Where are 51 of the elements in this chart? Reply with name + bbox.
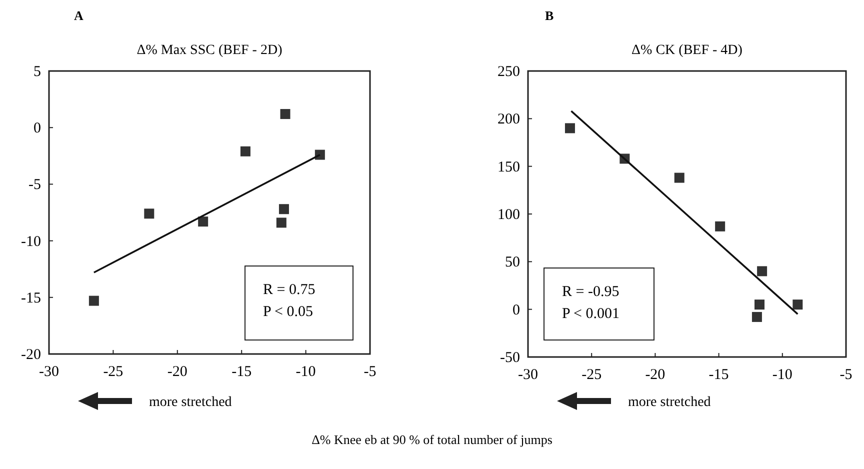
point <box>280 109 290 120</box>
annotation: P < 0.05 <box>263 304 313 320</box>
point <box>240 146 250 156</box>
y-tick-label: -50 <box>500 350 520 366</box>
y-tick-label: -5 <box>28 177 41 194</box>
point <box>314 150 325 160</box>
point <box>88 296 99 306</box>
point <box>276 218 286 228</box>
x-tick-label: -15 <box>708 367 729 383</box>
annotation: P < 0.001 <box>562 306 620 322</box>
y-tick-label: 200 <box>498 112 520 128</box>
text: more stretched <box>149 395 232 410</box>
point <box>754 300 765 310</box>
point <box>278 204 289 214</box>
annotation: R = 0.75 <box>263 282 316 298</box>
text: A <box>74 8 84 23</box>
x-tick-label: -20 <box>167 364 188 380</box>
x-tick-label: -25 <box>103 364 124 380</box>
y-tick-label: -15 <box>21 290 41 306</box>
y-tick-label: 100 <box>498 207 520 223</box>
x-tick-label: -30 <box>39 364 59 380</box>
point <box>674 172 684 183</box>
x-axis-title: Δ% Knee eb at 90 % of total number of jumps <box>312 432 552 447</box>
x-tick-label: -20 <box>645 367 666 383</box>
point <box>752 312 762 322</box>
point <box>144 208 154 219</box>
y-tick-label: -20 <box>21 347 41 363</box>
y-tick-label: 5 <box>34 64 41 80</box>
y-tick-label: 150 <box>498 159 520 176</box>
annotation: R = -0.95 <box>562 284 620 300</box>
point <box>757 266 768 276</box>
y-tick-label: 50 <box>505 254 520 271</box>
y-tick-label: -10 <box>21 234 41 250</box>
point <box>198 216 208 227</box>
point <box>792 300 803 310</box>
x-tick-label: -10 <box>772 367 792 383</box>
x-tick-label: -10 <box>296 364 316 380</box>
text: more stretched <box>628 395 711 410</box>
y-tick-label: 250 <box>498 64 520 80</box>
x-tick-label: -15 <box>232 364 252 380</box>
x-tick-label: -25 <box>582 367 602 383</box>
y-tick-label: 0 <box>34 120 41 137</box>
chart-title: Δ% Max SSC (BEF - 2D) <box>136 43 283 58</box>
text: B <box>545 8 554 23</box>
x-tick-label: -5 <box>840 367 852 383</box>
y-tick-label: 0 <box>512 302 520 318</box>
chart-title: Δ% CK (BEF - 4D) <box>632 43 743 58</box>
x-tick-label: -5 <box>364 364 376 380</box>
x-tick-label: -30 <box>518 367 538 383</box>
point <box>715 221 726 232</box>
point <box>564 123 575 134</box>
